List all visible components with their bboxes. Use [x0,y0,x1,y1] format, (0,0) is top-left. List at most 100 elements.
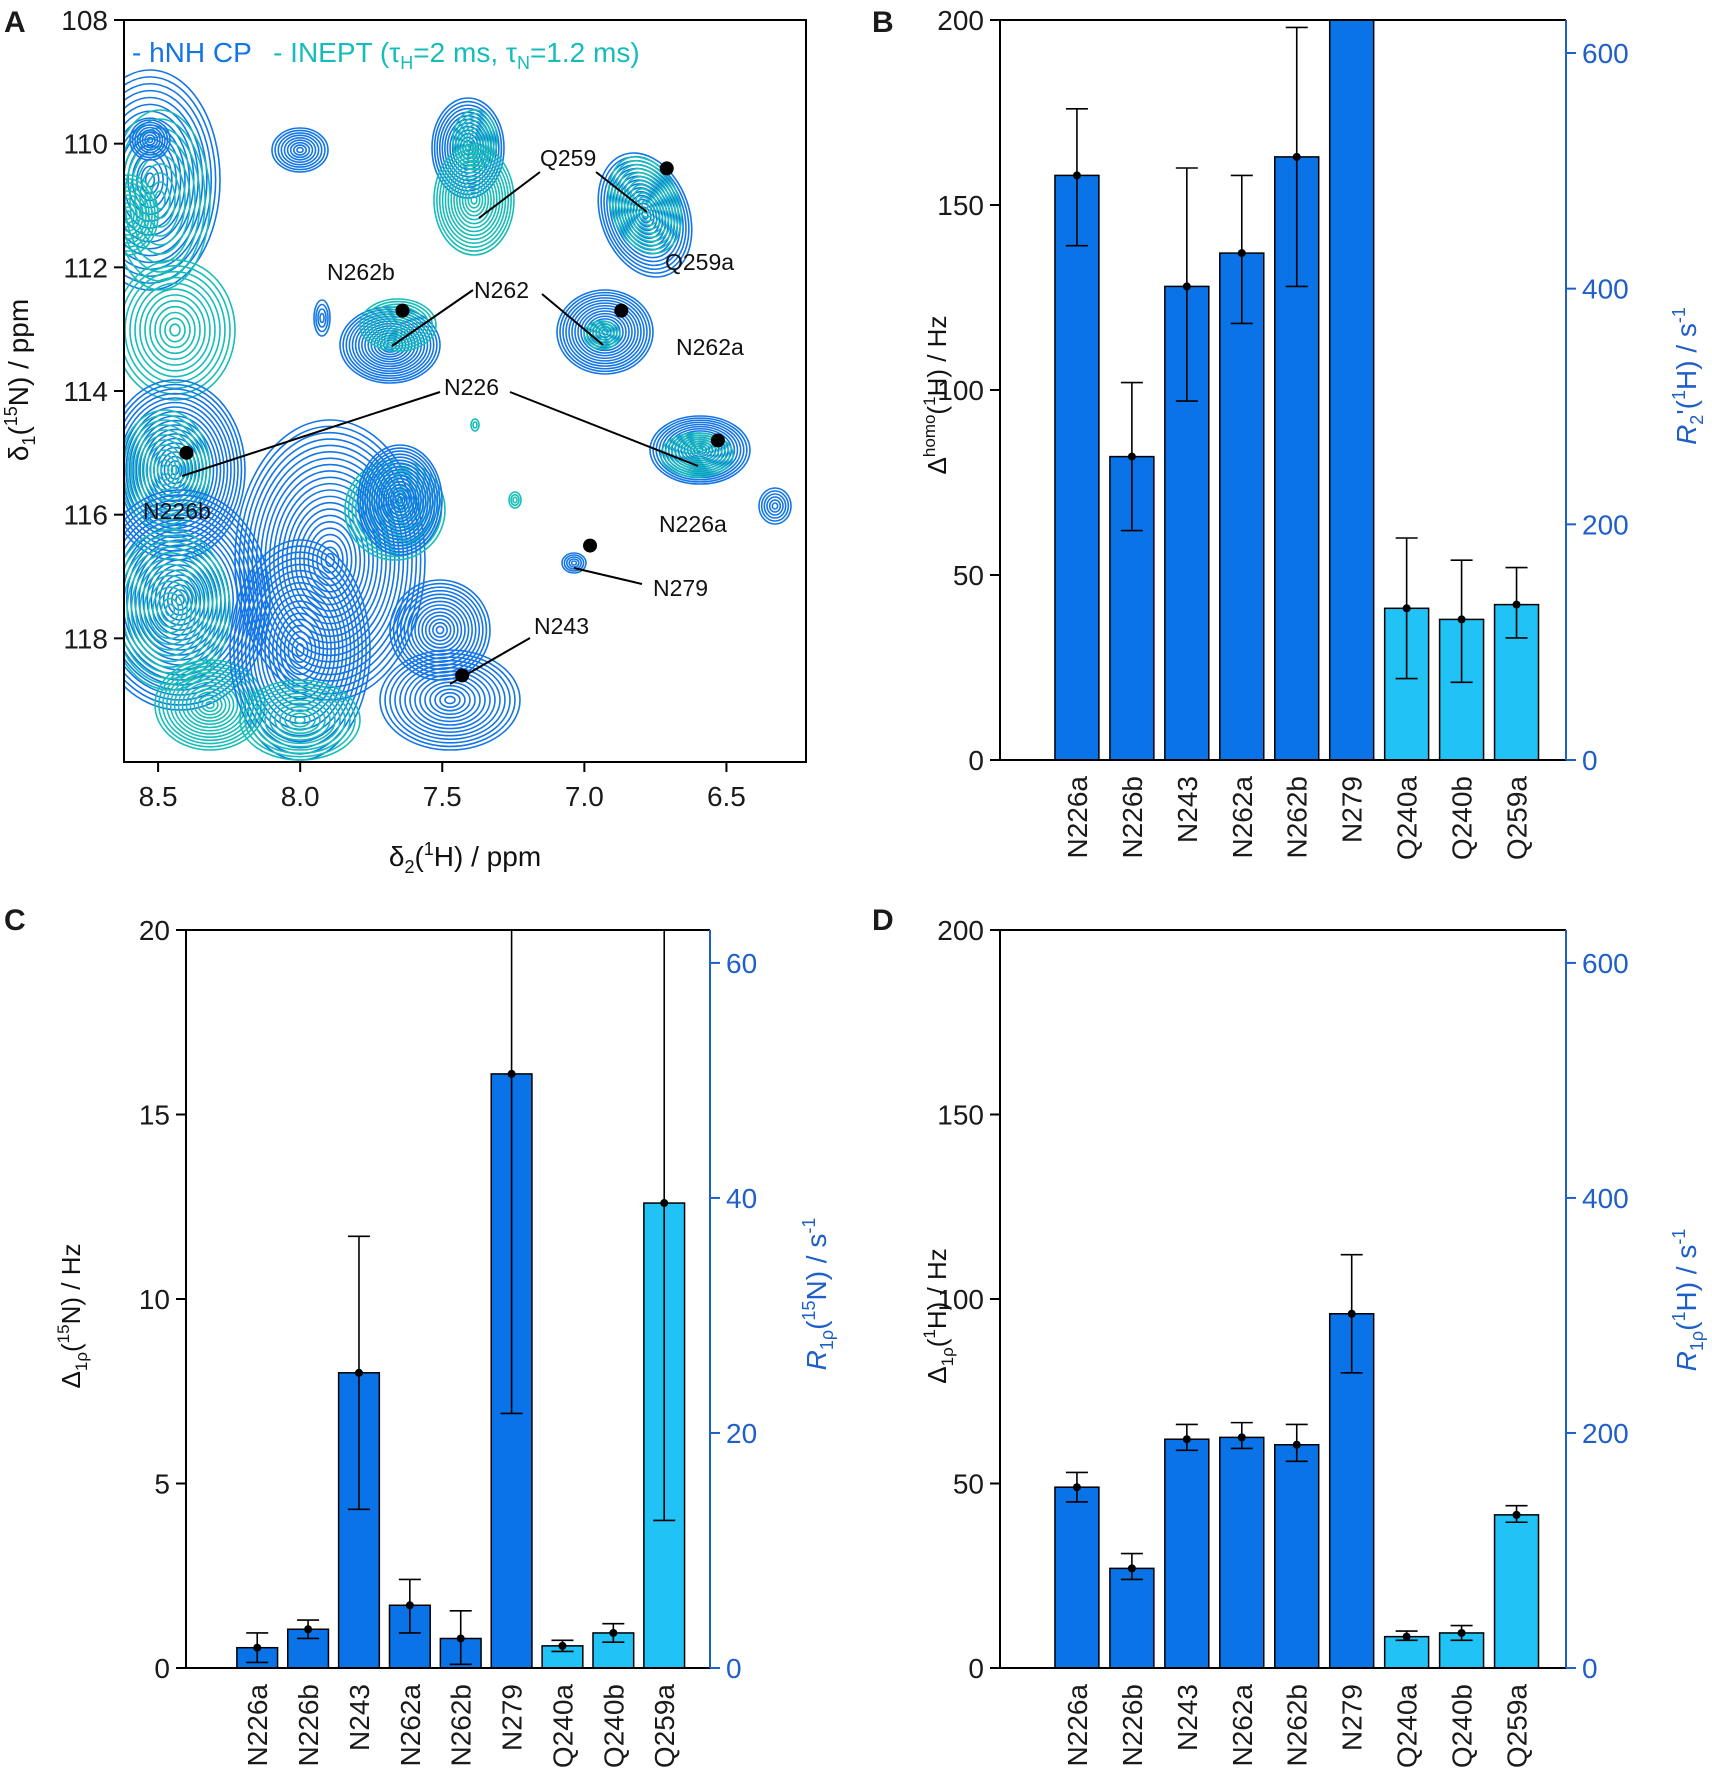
y-right-tick-label: 0 [1582,745,1598,776]
contour-level [185,684,235,726]
contour-level [129,276,221,384]
x-tick-label: 6.5 [707,781,746,812]
contour-level [283,136,317,164]
peak-dot [455,668,470,683]
contour-level [454,112,496,168]
panel-label-a: A [4,6,26,39]
contour-level [134,563,206,657]
mean-dot [1182,1435,1191,1444]
contour-level [177,678,243,732]
contour-level [345,310,435,380]
contour-level [284,709,316,731]
assignment-leaders [181,171,699,685]
panel-label-c: C [4,904,26,937]
contour-level [136,126,164,154]
contour-level [124,76,217,284]
x-axis-title: δ2(1H) / ppm [389,839,541,877]
contour-level [251,444,409,676]
contour-level [561,552,587,574]
contour-level [313,299,331,337]
contour-level [387,483,413,517]
mean-dot [1072,1483,1081,1492]
y-right-tick-label: 40 [726,1183,757,1214]
peak-dot [395,303,410,318]
mean-dot [405,1601,414,1610]
contour-level [378,471,422,529]
contour-level [359,447,441,553]
contour-level [568,299,642,365]
contour-level [396,496,404,504]
y-tick-label: 20 [139,915,170,946]
contour-level [290,501,370,619]
category-label: N226b [1117,1684,1148,1767]
contour-level [134,124,166,156]
contour-level [124,174,159,256]
contour-level [394,493,406,507]
contour-level [603,159,687,271]
assign-n226b: N226b [143,498,211,524]
contour-level [470,195,478,205]
contour-level [433,144,515,256]
contour-level [382,477,418,523]
y-tick-label: 5 [154,1469,170,1500]
mean-dot [1292,152,1301,161]
contour-level [130,557,210,663]
category-label: Q240b [598,1684,629,1768]
mean-dot [1512,1510,1521,1519]
category-label: N262b [1282,776,1313,859]
contour-level [239,679,361,761]
contour-level [159,311,191,349]
contour-level [623,175,667,235]
d-y-left-title: Δ1ρ(1H) / Hz [920,1248,957,1384]
contour-level [652,417,748,483]
contour-level [681,445,713,465]
category-label: N262b [446,1684,477,1767]
contour-level [162,665,258,745]
contour-level [399,663,501,737]
contour-level [134,429,196,511]
contour-level [274,702,326,738]
mean-dot [1347,1309,1356,1318]
mean-dot [1237,1433,1246,1442]
y-tick-label: 100 [937,1284,984,1315]
contour-level [348,313,432,377]
contour-level [289,712,311,728]
contour-level [152,454,178,486]
contour-level [417,607,463,653]
category-label: Q259a [649,1684,680,1768]
contour-level [592,327,612,343]
y-tick-label: 108 [61,5,108,36]
contour-level [154,305,196,355]
category-label: Q240a [1392,1684,1423,1768]
contour-level [598,331,606,339]
contour-level [362,300,433,350]
category-label: N243 [1172,1684,1203,1751]
contour-level [147,580,193,640]
contour-level [414,674,486,726]
y-right-tick-label: 600 [1582,38,1629,69]
contour-level [450,167,498,233]
contour-level [428,618,452,642]
contour-level [124,198,141,232]
bar-N226b [1109,1567,1155,1669]
contour-level [131,121,169,159]
mean-dot [354,1368,363,1377]
contour-level [632,188,658,222]
bar-N262b [1274,1444,1320,1669]
contour-level [436,148,512,252]
contour-level [380,474,420,526]
leader-n279 [573,567,643,585]
category-label: N243 [344,1684,375,1751]
contour-level [447,163,501,237]
contour-level [175,594,185,606]
contour-level [171,589,189,611]
contour-level [366,456,434,544]
contour-level [626,179,664,231]
category-label: N262a [1227,1684,1258,1767]
contour-level [373,465,427,535]
assign-n226a: N226a [659,511,727,537]
contour-level [264,695,336,745]
contour-level [559,291,651,373]
contour-level [510,493,520,507]
